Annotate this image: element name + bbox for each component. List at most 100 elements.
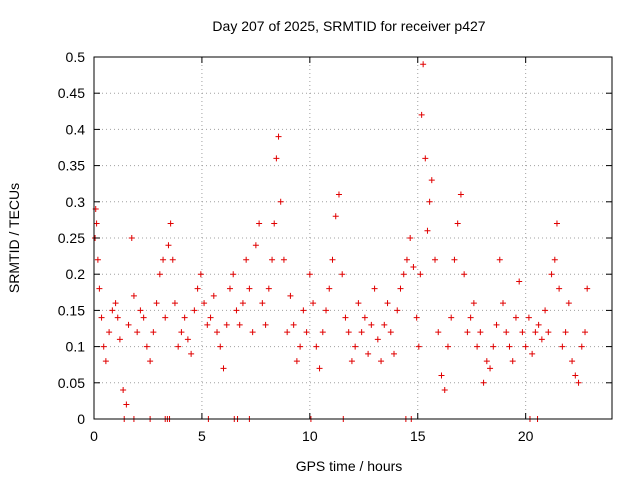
data-point (519, 329, 526, 336)
data-point (184, 336, 191, 343)
data-point (424, 227, 431, 234)
data-point (300, 307, 307, 314)
data-point (243, 256, 250, 263)
point-layer (92, 61, 591, 422)
data-point (355, 300, 362, 307)
data-point (410, 263, 417, 270)
data-point (432, 256, 439, 263)
data-point (335, 191, 342, 198)
data-point (415, 343, 422, 350)
data-point (313, 343, 320, 350)
data-point (348, 358, 355, 365)
data-point (134, 329, 141, 336)
data-point (345, 329, 352, 336)
data-point (191, 307, 198, 314)
series-srmtid (92, 61, 591, 408)
data-point (140, 314, 147, 321)
data-point (94, 256, 101, 263)
data-point (316, 365, 323, 372)
data-point (303, 329, 310, 336)
x-tick-label: 0 (90, 428, 98, 444)
data-point (503, 329, 510, 336)
data-point (329, 256, 336, 263)
data-point (156, 271, 163, 278)
data-point (102, 358, 109, 365)
data-point (150, 329, 157, 336)
y-tick-label: 0.2 (66, 266, 86, 282)
data-point (454, 220, 461, 227)
data-point (422, 155, 429, 162)
data-point (545, 329, 552, 336)
data-point (418, 111, 425, 118)
data-point (428, 177, 435, 184)
data-point (162, 314, 169, 321)
data-point (96, 285, 103, 292)
data-point (384, 300, 391, 307)
data-point (284, 329, 291, 336)
data-point (207, 314, 214, 321)
data-point (114, 314, 121, 321)
data-point (556, 285, 563, 292)
data-point (262, 321, 269, 328)
data-point (487, 365, 494, 372)
data-point (293, 358, 300, 365)
data-point (352, 343, 359, 350)
data-point (490, 343, 497, 350)
data-point (178, 329, 185, 336)
data-point (435, 329, 442, 336)
data-point (116, 336, 123, 343)
data-point (147, 358, 154, 365)
data-point (332, 213, 339, 220)
data-point (542, 307, 549, 314)
data-point (137, 307, 144, 314)
data-point (171, 300, 178, 307)
data-point (562, 329, 569, 336)
data-point (160, 256, 167, 263)
data-point (100, 343, 107, 350)
chart-title: Day 207 of 2025, SRMTID for receiver p42… (212, 18, 485, 34)
data-point (578, 343, 585, 350)
data-point (323, 307, 330, 314)
x-tick-label: 5 (198, 428, 206, 444)
data-point (280, 256, 287, 263)
data-point (175, 343, 182, 350)
data-point (483, 358, 490, 365)
data-point (252, 242, 259, 249)
data-point (259, 300, 266, 307)
data-point (277, 198, 284, 205)
data-point (448, 314, 455, 321)
data-point (387, 329, 394, 336)
data-point (394, 307, 401, 314)
data-point (123, 401, 130, 408)
data-point (535, 321, 542, 328)
data-point (496, 256, 503, 263)
data-point (275, 133, 282, 140)
data-point (194, 285, 201, 292)
y-tick-label: 0.35 (58, 158, 85, 174)
data-point (551, 256, 558, 263)
data-point (273, 155, 280, 162)
data-point (461, 271, 468, 278)
data-point (153, 300, 160, 307)
y-tick-label: 0.1 (66, 339, 86, 355)
data-point (417, 271, 424, 278)
data-point (233, 307, 240, 314)
data-point (516, 278, 523, 285)
data-point (522, 343, 529, 350)
data-point (397, 285, 404, 292)
data-point (214, 329, 221, 336)
data-point (128, 235, 135, 241)
data-point (230, 271, 237, 278)
data-point (342, 314, 349, 321)
data-point (246, 285, 253, 292)
data-point (319, 329, 326, 336)
data-point (93, 220, 100, 227)
data-point (413, 314, 420, 321)
data-point (339, 271, 346, 278)
data-point (575, 379, 582, 386)
data-point (120, 387, 127, 394)
data-point (444, 343, 451, 350)
data-point (98, 314, 105, 321)
